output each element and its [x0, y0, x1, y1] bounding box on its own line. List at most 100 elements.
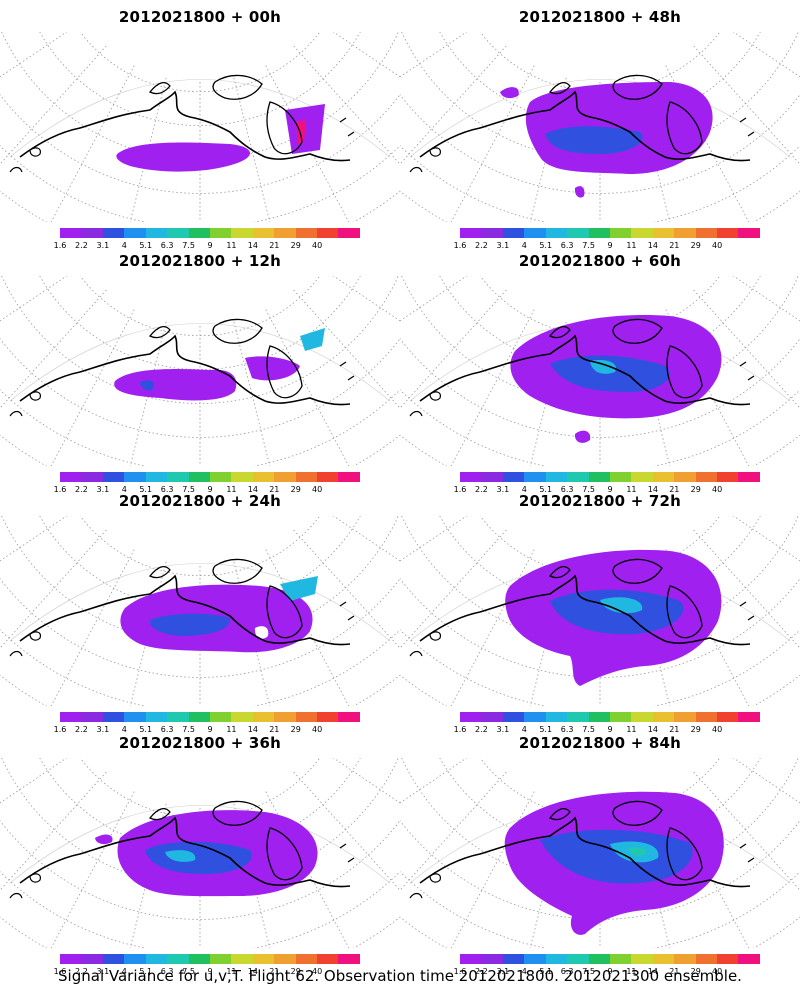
colorbar-tick-label: 11	[226, 967, 237, 976]
colorbar-swatch	[252, 228, 275, 238]
colorbar-tick-label: 9	[607, 485, 613, 494]
colorbar-tick-label: 14	[647, 241, 658, 250]
colorbar-tick-label: 4	[121, 967, 127, 976]
colorbar-swatch	[188, 712, 210, 722]
colorbar-swatch	[567, 472, 589, 482]
colorbar-swatch	[167, 228, 189, 238]
colorbar-swatch	[545, 954, 568, 964]
colorbar-swatch	[102, 472, 125, 482]
colorbar-tick-label: 6.3	[560, 725, 574, 734]
colorbar-tick-label: 29	[290, 241, 301, 250]
colorbar-tick-label: 2.2	[75, 967, 88, 976]
colorbar-tick-label: 3.1	[96, 241, 110, 250]
colorbar-swatch	[124, 472, 146, 482]
variance-region	[590, 360, 616, 374]
colorbar-tick-label: 3.1	[96, 725, 110, 734]
variance-region	[500, 87, 519, 99]
colorbar-tick-label: 3.1	[496, 241, 510, 250]
colorbar-tick-label: 6.3	[160, 967, 174, 976]
colorbar-tick-label: 5.1	[139, 485, 153, 494]
colorbar-tick-label: 29	[290, 725, 301, 734]
colorbar-swatch	[631, 712, 653, 722]
colorbar-tick-label: 40	[712, 967, 723, 976]
colorbar-swatch	[717, 472, 739, 482]
colorbar-tick-label: 2.2	[75, 725, 88, 734]
map-panel-12h: 2012021800 + 12h 1.6 2.2 3.1 4 5.1 6.3 7.5 9 11 1…	[0, 250, 400, 495]
colorbar-tick-label: 14	[647, 485, 658, 494]
colorbar-swatch	[674, 954, 696, 964]
panel-title: 2012021800 + 00h	[118, 8, 282, 26]
colorbar-tick-label: 3.1	[96, 967, 110, 976]
panel-title: 2012021800 + 60h	[518, 252, 682, 270]
colorbar-swatch	[295, 954, 318, 964]
colorbar-swatch	[545, 228, 568, 238]
colorbar	[60, 472, 360, 482]
colorbar-tick-label: 1.6	[453, 485, 467, 494]
colorbar-swatch	[738, 472, 760, 482]
colorbar-tick-label: 14	[647, 967, 658, 976]
colorbar-tick-label: 9	[607, 241, 613, 250]
variance-region	[280, 576, 318, 601]
colorbar-tick-label: 7.5	[182, 241, 195, 250]
colorbar-swatch	[524, 472, 546, 482]
variance-region	[114, 369, 237, 401]
colorbar-swatch	[188, 228, 210, 238]
colorbar-tick-label: 6.3	[560, 241, 574, 250]
colorbar-tick-label: 21	[269, 485, 280, 494]
colorbar-swatch	[317, 228, 339, 238]
colorbar-swatch	[481, 228, 503, 238]
panel-title: 2012021800 + 12h	[118, 252, 282, 270]
colorbar-swatch	[167, 712, 189, 722]
colorbar-swatch	[674, 228, 696, 238]
colorbar-tick-label: 4	[521, 485, 527, 494]
map-panel-00h: 2012021800 + 00h 1.6 2.2 3.1 4 5.1 6.3 7.5 9 11 1…	[0, 6, 400, 251]
variance-region	[550, 355, 670, 392]
colorbar-tick-label: 5.1	[139, 241, 153, 250]
polar-map	[0, 276, 400, 466]
colorbar-swatch	[481, 472, 503, 482]
colorbar-swatch	[252, 712, 275, 722]
colorbar-swatch	[231, 228, 253, 238]
colorbar-tick-label: 7.5	[182, 485, 195, 494]
colorbar-tick-label: 14	[247, 485, 258, 494]
colorbar-swatch	[274, 472, 296, 482]
colorbar-swatch	[460, 954, 482, 964]
colorbar-swatch	[274, 712, 296, 722]
colorbar-swatch	[502, 712, 525, 722]
variance-region	[95, 834, 113, 845]
colorbar-tick-label: 29	[290, 485, 301, 494]
colorbar-swatch	[588, 472, 610, 482]
colorbar-swatch	[167, 954, 189, 964]
colorbar-ticks: 1.6 2.2 3.1 4 5.1 6.3 7.5 9 11 14 21 29 40	[454, 241, 760, 251]
colorbar-swatch	[60, 712, 82, 722]
colorbar-tick-label: 2.2	[475, 485, 488, 494]
colorbar-swatch	[60, 472, 82, 482]
colorbar-tick-label: 7.5	[182, 967, 195, 976]
variance-region	[149, 613, 231, 636]
colorbar-swatch	[502, 472, 525, 482]
colorbar-tick-label: 7.5	[582, 485, 595, 494]
panel-title: 2012021800 + 48h	[518, 8, 682, 26]
colorbar-swatch	[102, 954, 125, 964]
colorbar-tick-label: 11	[626, 485, 637, 494]
colorbar-swatch	[717, 954, 739, 964]
colorbar-swatch	[167, 472, 189, 482]
colorbar-swatch	[567, 228, 589, 238]
colorbar-tick-label: 40	[312, 485, 323, 494]
colorbar-tick-label: 29	[690, 241, 701, 250]
colorbar-swatch	[124, 712, 146, 722]
colorbar-ticks: 1.6 2.2 3.1 4 5.1 6.3 7.5 9 11 14 21 29 40	[54, 485, 360, 495]
colorbar	[60, 228, 360, 238]
colorbar-swatch	[252, 954, 275, 964]
colorbar-swatch	[274, 228, 296, 238]
colorbar-tick-label: 14	[247, 725, 258, 734]
colorbar-tick-label: 9	[207, 241, 213, 250]
colorbar-swatch	[81, 712, 103, 722]
colorbar-swatch	[524, 228, 546, 238]
colorbar-tick-label: 1.6	[53, 241, 67, 250]
colorbar-ticks: 1.6 2.2 3.1 4 5.1 6.3 7.5 9 11 14 21 29 40	[54, 241, 360, 251]
colorbar-tick-label: 1.6	[53, 725, 67, 734]
colorbar-tick-label: 1.6	[453, 725, 467, 734]
colorbar-tick-label: 9	[607, 967, 613, 976]
colorbar-swatch	[588, 954, 610, 964]
